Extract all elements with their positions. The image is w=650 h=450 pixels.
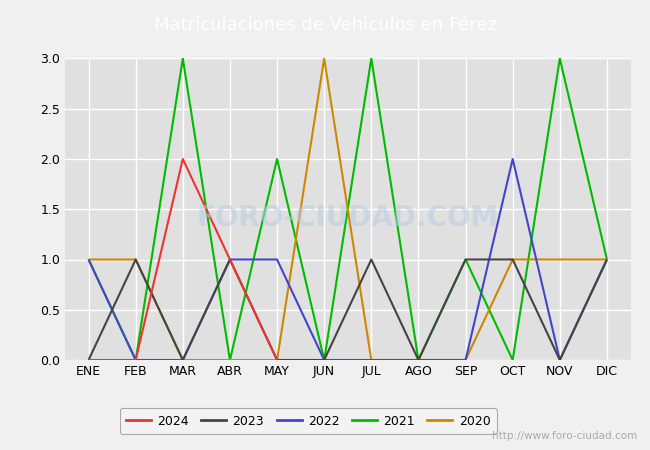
Legend: 2024, 2023, 2022, 2021, 2020: 2024, 2023, 2022, 2021, 2020	[120, 409, 497, 434]
Text: http://www.foro-ciudad.com: http://www.foro-ciudad.com	[492, 431, 637, 441]
Text: Matriculaciones de Vehiculos en Férez: Matriculaciones de Vehiculos en Férez	[153, 16, 497, 34]
Text: FORO-CIUDAD.COM: FORO-CIUDAD.COM	[197, 204, 499, 232]
